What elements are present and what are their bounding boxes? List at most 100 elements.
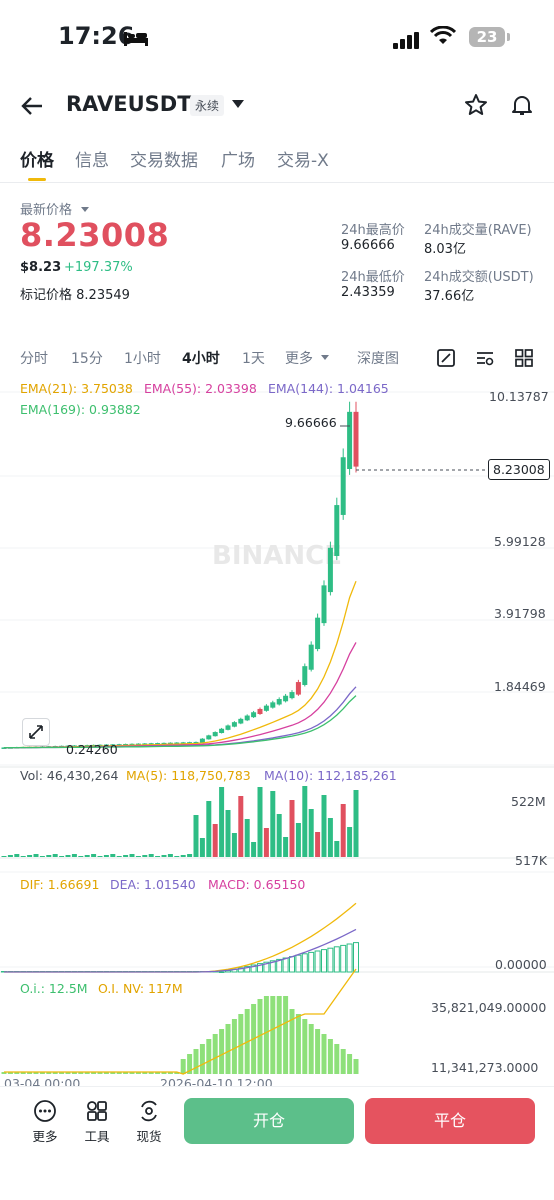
caret-down-icon: [81, 207, 90, 212]
chevron-down-icon[interactable]: [232, 100, 244, 108]
contract-badge: 永续: [190, 95, 225, 116]
battery-icon: 23: [469, 27, 510, 47]
candle-body: [302, 666, 308, 685]
open-interest-bar: [180, 1059, 186, 1074]
macd-bar: [276, 958, 283, 973]
interval-1d[interactable]: 1天: [242, 351, 265, 367]
open-interest-bar: [46, 1072, 52, 1074]
open-interest-bar: [33, 1072, 39, 1074]
volume-bar: [347, 827, 353, 857]
open-interest-bar: [257, 999, 263, 1074]
interval-15m[interactable]: 15分: [71, 351, 103, 367]
volume-bar: [353, 790, 359, 857]
open-interest-bar: [206, 1039, 212, 1074]
active-tab-indicator: [28, 178, 46, 181]
vol-axis-bottom: 517K: [515, 853, 548, 868]
spot-button[interactable]: 现货: [131, 1099, 167, 1145]
star-icon[interactable]: [464, 93, 488, 117]
back-arrow-icon[interactable]: [20, 94, 44, 118]
volume-bar: [238, 796, 244, 857]
candle-body: [116, 744, 122, 746]
volume-bar: [315, 832, 321, 857]
volume-bar: [103, 855, 109, 857]
macd-dif-label: DIF: 1.66691: [20, 877, 100, 892]
open-interest-bar: [103, 1072, 109, 1074]
interval-1h[interactable]: 1小时: [124, 351, 161, 367]
tab-price[interactable]: 价格: [20, 151, 54, 171]
macd-bar: [301, 953, 308, 973]
open-interest-bar: [135, 1072, 141, 1074]
open-interest-bar: [174, 1072, 180, 1074]
mark-price-label: 标记价格: [20, 288, 73, 303]
tab-square[interactable]: 广场: [221, 151, 255, 171]
candle-body: [315, 617, 321, 650]
volume-bar: [116, 856, 122, 857]
bell-icon[interactable]: [510, 93, 534, 117]
ema169-line: [4, 695, 357, 749]
vol-ma5-label: MA(5): 118,750,783: [126, 768, 251, 783]
candle-body: [123, 743, 129, 746]
volume-bar: [244, 819, 250, 857]
candle-body: [257, 708, 263, 714]
open-interest-bar: [315, 1029, 321, 1074]
kline-chart[interactable]: BINANCE: [0, 372, 554, 1084]
volume-bar: [251, 842, 257, 857]
bottom-action-bar: 更多 工具 现货 开仓 平仓: [0, 1086, 554, 1157]
volume-bar: [142, 855, 148, 857]
open-interest-bar: [295, 1014, 301, 1074]
more-caret-icon: [321, 355, 329, 360]
oi-nv-label: O.I. NV: 117M: [98, 981, 183, 996]
symbol-title[interactable]: RAVEUSDT: [66, 92, 192, 116]
volume-bar: [327, 818, 333, 857]
mark-price-row: 标记价格 8.23549: [20, 284, 130, 303]
layout-grid-icon[interactable]: [514, 348, 534, 368]
candle-body: [187, 742, 193, 744]
tools-label: 工具: [84, 1129, 110, 1144]
candle-body: [219, 728, 225, 734]
volume-bar: [59, 856, 65, 857]
volume-bar: [135, 856, 141, 857]
indicator-settings-icon[interactable]: [475, 348, 495, 368]
volume-bar: [27, 855, 33, 857]
interval-4h[interactable]: 4小时: [182, 351, 220, 367]
status-time: 17:26: [58, 22, 135, 50]
fullscreen-icon[interactable]: [22, 718, 50, 746]
ema21-label: EMA(21): 3.75038: [20, 381, 133, 396]
candle-body: [238, 718, 244, 724]
tab-trade-x[interactable]: 交易-X: [277, 151, 329, 171]
chart-edit-icon[interactable]: [436, 348, 456, 368]
open-interest-bar: [71, 1072, 77, 1074]
open-interest-bar: [199, 1044, 205, 1074]
wifi-icon: [430, 26, 456, 44]
candle-body: [206, 735, 212, 740]
macd-bar: [263, 961, 270, 973]
open-interest-bar: [1, 1072, 7, 1074]
volume-bar: [110, 854, 116, 857]
volume-bar: [174, 856, 180, 857]
open-interest-bar: [353, 1059, 359, 1074]
tab-info[interactable]: 信息: [75, 151, 109, 171]
open-interest-bar: [110, 1072, 116, 1074]
candle-body: [199, 738, 205, 743]
open-interest-bar: [20, 1072, 26, 1074]
open-interest-bar: [276, 996, 282, 1074]
ema21-line: [4, 580, 357, 749]
tab-trading-data[interactable]: 交易数据: [130, 151, 198, 171]
open-interest-bar: [91, 1072, 97, 1074]
signal-icon: [393, 30, 421, 49]
more-button[interactable]: 更多: [27, 1099, 63, 1145]
candle-body: [142, 743, 148, 745]
ema144-line: [4, 686, 357, 749]
status-bar: 17:26 23: [0, 0, 554, 80]
open-position-button[interactable]: 开仓: [184, 1098, 354, 1144]
interval-more[interactable]: 更多: [285, 351, 313, 367]
close-position-button[interactable]: 平仓: [365, 1098, 535, 1144]
volume-label: 24h成交量(RAVE): [424, 223, 532, 238]
last-price-label-wrap[interactable]: 最新价格: [20, 199, 90, 218]
volume-bar: [212, 824, 218, 857]
volume-bar: [302, 786, 308, 857]
volume-bar: [257, 787, 263, 857]
depth-chart[interactable]: 深度图: [357, 351, 399, 367]
tools-button[interactable]: 工具: [79, 1099, 115, 1145]
interval-time[interactable]: 分时: [20, 351, 48, 367]
